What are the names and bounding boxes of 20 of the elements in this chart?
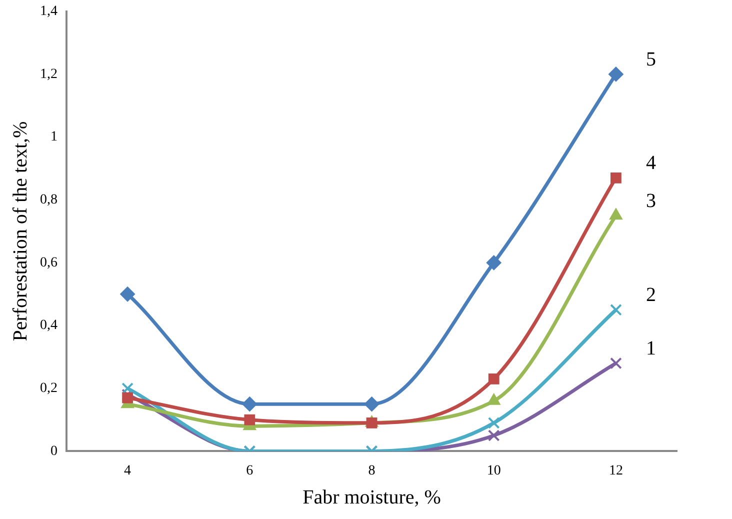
x-tick-label: 6: [246, 463, 254, 478]
y-axis-title: Perforestation of the text,%: [9, 121, 32, 342]
y-tick-label: 0,2: [40, 381, 58, 396]
series-label: 4: [646, 152, 656, 174]
series-label: 5: [646, 48, 656, 70]
series-label: 3: [646, 190, 656, 212]
y-tick-label: 0,4: [40, 318, 58, 334]
y-tick-label: 0,8: [40, 192, 58, 208]
y-tick-label: 1,2: [40, 66, 58, 82]
x-tick-label: 8: [368, 463, 376, 478]
x-tick-label: 4: [124, 463, 132, 478]
y-tick-label: 0,6: [40, 255, 58, 270]
series-label: 2: [646, 284, 656, 306]
x-axis-title: Fabr moisture, %: [302, 486, 441, 508]
x-tick-label: 10: [486, 463, 501, 478]
y-tick-label: 1,4: [40, 4, 58, 20]
y-tick-label: 1: [50, 130, 58, 145]
y-tick-label: 0: [50, 444, 58, 459]
x-tick-label: 12: [608, 463, 623, 478]
series-label: 1: [646, 337, 656, 360]
